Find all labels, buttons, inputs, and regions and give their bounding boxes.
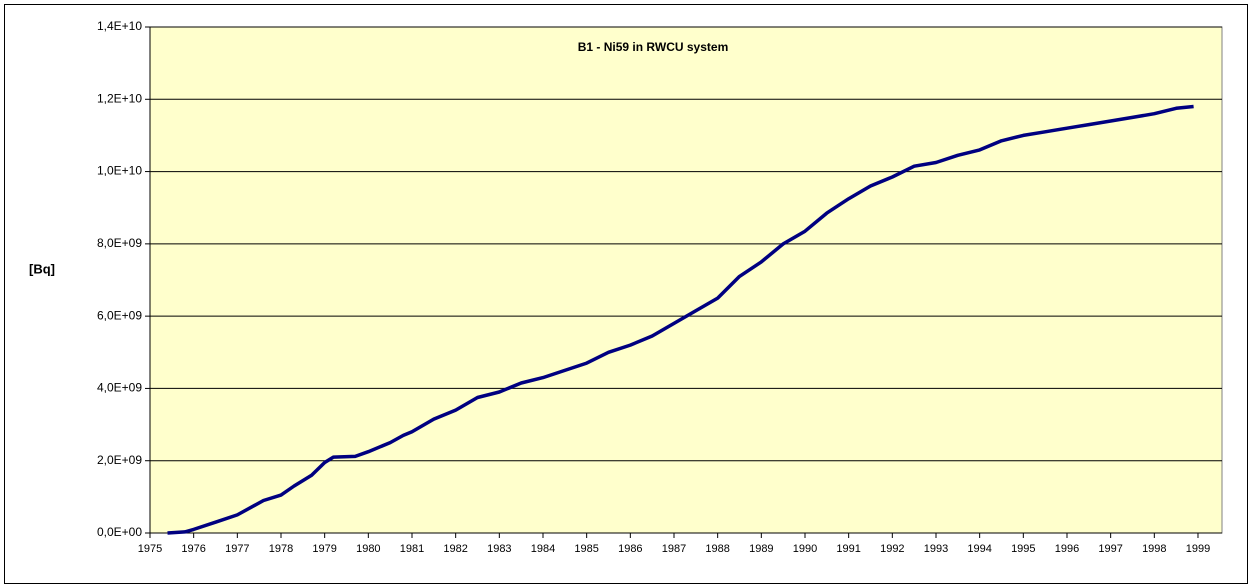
x-tick-label: 1988 bbox=[705, 543, 729, 555]
x-tick-label: 1984 bbox=[531, 543, 555, 555]
x-tick-label: 1999 bbox=[1186, 543, 1210, 555]
y-axis-label: [Bq] bbox=[29, 261, 55, 276]
y-tick-label: 2,0E+09 bbox=[97, 453, 142, 467]
y-tick-label: 6,0E+09 bbox=[97, 308, 142, 322]
x-tick-label: 1981 bbox=[400, 543, 424, 555]
x-tick-label: 1991 bbox=[836, 543, 860, 555]
x-tick-label: 1990 bbox=[793, 543, 817, 555]
x-tick-label: 1992 bbox=[880, 543, 904, 555]
chart-title: B1 - Ni59 in RWCU system bbox=[578, 40, 729, 54]
x-tick-label: 1975 bbox=[138, 543, 162, 555]
y-tick-label: 0,0E+00 bbox=[97, 525, 142, 539]
data-line bbox=[167, 104, 1194, 535]
y-tick-label: 4,0E+09 bbox=[97, 381, 142, 395]
x-tick-label: 1983 bbox=[487, 543, 511, 555]
x-tick-label: 1993 bbox=[924, 543, 948, 555]
x-tick-label: 1979 bbox=[312, 543, 336, 555]
x-tick-label: 1987 bbox=[662, 543, 686, 555]
x-tick-label: 1982 bbox=[443, 543, 467, 555]
x-tick-label: 1996 bbox=[1055, 543, 1079, 555]
x-tick-label: 1994 bbox=[967, 543, 991, 555]
x-tick-label: 1997 bbox=[1098, 543, 1122, 555]
x-tick-label: 1977 bbox=[225, 543, 249, 555]
x-tick-label: 1986 bbox=[618, 543, 642, 555]
x-tick-label: 1980 bbox=[356, 543, 380, 555]
x-tick-label: 1978 bbox=[269, 543, 293, 555]
x-tick-label: 1976 bbox=[181, 543, 205, 555]
x-tick-label: 1998 bbox=[1142, 543, 1166, 555]
y-tick-label: 1,2E+10 bbox=[97, 91, 142, 105]
y-tick-label: 8,0E+09 bbox=[97, 236, 142, 250]
x-tick-label: 1989 bbox=[749, 543, 773, 555]
x-tick-label: 1985 bbox=[574, 543, 598, 555]
x-tick-label: 1995 bbox=[1011, 543, 1035, 555]
plot-area bbox=[149, 26, 1223, 534]
y-tick-label: 1,0E+10 bbox=[97, 164, 142, 178]
y-tick-label: 1,4E+10 bbox=[97, 19, 142, 33]
